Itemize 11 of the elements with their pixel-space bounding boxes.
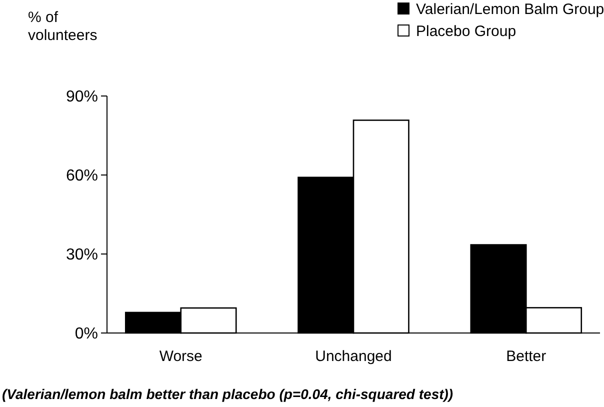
y-tick-label: 30% <box>66 246 98 264</box>
y-axis-title: % of volunteers <box>28 9 98 44</box>
y-tick-label: 0% <box>74 326 98 343</box>
x-tick-label: Worse <box>159 348 202 365</box>
y-tick-label: 90% <box>66 88 98 106</box>
x-tick-label: Better <box>506 348 546 365</box>
legend-label: Valerian/Lemon Balm Group <box>416 1 604 18</box>
legend-label: Placebo Group <box>416 23 516 40</box>
text: (Valerian/lemon balm better than placebo (p=0.04, chi-squared test)) <box>2 386 454 402</box>
y-tick-label: 60% <box>66 168 98 185</box>
x-tick-label: Unchanged <box>315 348 392 365</box>
